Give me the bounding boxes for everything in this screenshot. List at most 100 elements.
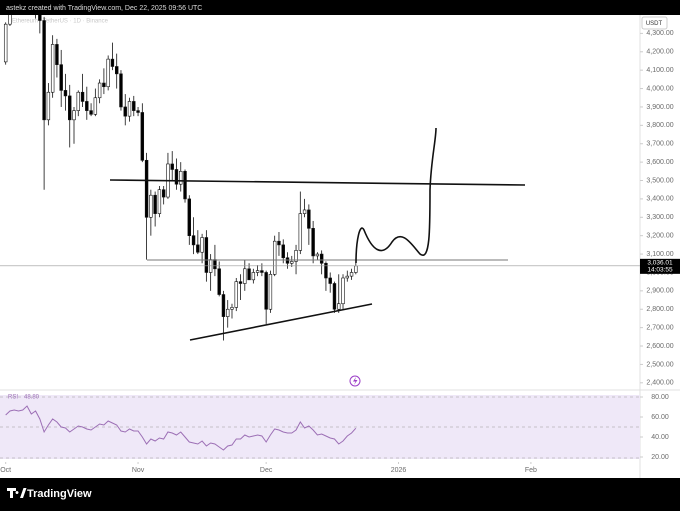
candle-body	[255, 270, 260, 273]
candle-body	[307, 209, 311, 229]
x-tick-label: Dec	[260, 467, 273, 474]
y-tick-label: 3,500.00	[646, 177, 673, 184]
candle-body	[290, 261, 294, 264]
candle-body	[63, 90, 68, 97]
rsi-y-tick-label: 40.00	[651, 434, 669, 441]
candle-body	[204, 237, 209, 273]
candle-body	[213, 259, 217, 270]
candle-body	[68, 95, 72, 121]
candle-body	[324, 262, 328, 279]
candle-body	[217, 268, 221, 295]
x-tick-label: Nov	[132, 467, 145, 474]
candle-body	[341, 277, 345, 305]
candle-body	[315, 253, 320, 257]
candle-body	[264, 272, 268, 310]
rsi-y-tick-label: 60.00	[651, 414, 669, 421]
currency: USDT	[646, 21, 663, 27]
trend-line	[189, 303, 373, 341]
candle-body	[183, 171, 187, 200]
candle-body	[153, 194, 157, 214]
candle-body	[179, 171, 183, 185]
candle-body	[115, 66, 119, 75]
projection-path	[355, 127, 437, 264]
candle-body	[106, 58, 110, 88]
candle-body	[285, 257, 290, 264]
candle-body	[38, 15, 42, 21]
y-tick-label: 3,800.00	[646, 122, 673, 129]
x-tick-label: 2026	[391, 467, 407, 474]
candle-body	[260, 270, 264, 273]
y-tick-label: 4,100.00	[646, 67, 673, 74]
candle-body	[93, 97, 98, 115]
y-tick-label: 3,900.00	[646, 104, 673, 111]
candle-body	[234, 281, 238, 308]
candle-body	[140, 112, 145, 161]
y-tick-label: 4,000.00	[646, 85, 673, 92]
candle-body	[268, 274, 273, 310]
candle-body	[174, 169, 179, 185]
y-tick-label: 2,400.00	[646, 380, 673, 387]
y-tick-label: 3,700.00	[646, 141, 673, 148]
candle-body	[243, 268, 247, 284]
candle-body	[50, 44, 55, 93]
candle-body	[144, 159, 149, 218]
y-tick-label: 2,700.00	[646, 324, 673, 331]
candle-body	[123, 106, 127, 117]
candle-body	[277, 240, 281, 246]
rsi-line	[5, 405, 357, 451]
last-price-label: 3,036.01	[647, 260, 673, 267]
rsi-value: 48.80	[24, 395, 40, 401]
candle-body	[354, 265, 358, 273]
candle-body	[119, 73, 123, 108]
candle-body	[230, 307, 234, 310]
y-tick-label: 2,500.00	[646, 361, 673, 368]
y-tick-label: 2,800.00	[646, 306, 673, 313]
candle-body	[311, 228, 315, 257]
x-tick-label: Oct	[0, 467, 11, 474]
candle-body	[221, 294, 226, 317]
candle-body	[298, 213, 303, 251]
candle-body	[161, 189, 166, 198]
candle-body	[337, 303, 341, 310]
candle-body	[247, 268, 251, 281]
rsi-y-tick-label: 80.00	[651, 394, 669, 401]
candle-body	[149, 194, 153, 218]
currency-box	[641, 16, 668, 30]
y-tick-label: 2,600.00	[646, 343, 673, 350]
rsi-y-tick-label: 20.00	[651, 454, 669, 461]
y-tick-label: 3,400.00	[646, 196, 673, 203]
candle-body	[80, 91, 85, 102]
candle-body	[97, 82, 102, 99]
candle-body	[272, 240, 277, 275]
x-tick-label: Feb	[525, 467, 537, 474]
candle-body	[8, 15, 12, 25]
logo-icon	[7, 488, 27, 498]
countdown: 14:03:55	[647, 267, 673, 274]
candle-body	[76, 91, 80, 111]
footer-bar	[0, 478, 680, 511]
candle-body	[281, 244, 285, 259]
candle-body	[187, 198, 191, 236]
candle-body	[170, 163, 174, 170]
event-icon-bolt	[353, 377, 358, 385]
candle-body	[55, 44, 59, 65]
candle-body	[132, 101, 136, 111]
candle-body	[42, 20, 46, 121]
chart-title: Ethereum / TetherUS · 1D · Binance	[12, 19, 109, 25]
resistance-line	[109, 179, 526, 186]
header: astekz created with TradingView.com, Dec…	[6, 5, 202, 12]
candle-body	[127, 101, 132, 117]
candle-body	[196, 244, 200, 253]
candle-body	[110, 58, 115, 67]
candle-body	[102, 82, 106, 88]
plot	[3, 15, 358, 341]
candle-body	[200, 237, 204, 253]
candle-body	[294, 250, 298, 262]
candle-body	[191, 235, 196, 246]
candle-body	[89, 110, 93, 115]
candle-body	[251, 272, 256, 281]
candle-body	[136, 110, 140, 113]
candle-body	[226, 308, 230, 317]
y-tick-label: 3,300.00	[646, 214, 673, 221]
candle-body	[59, 64, 63, 91]
